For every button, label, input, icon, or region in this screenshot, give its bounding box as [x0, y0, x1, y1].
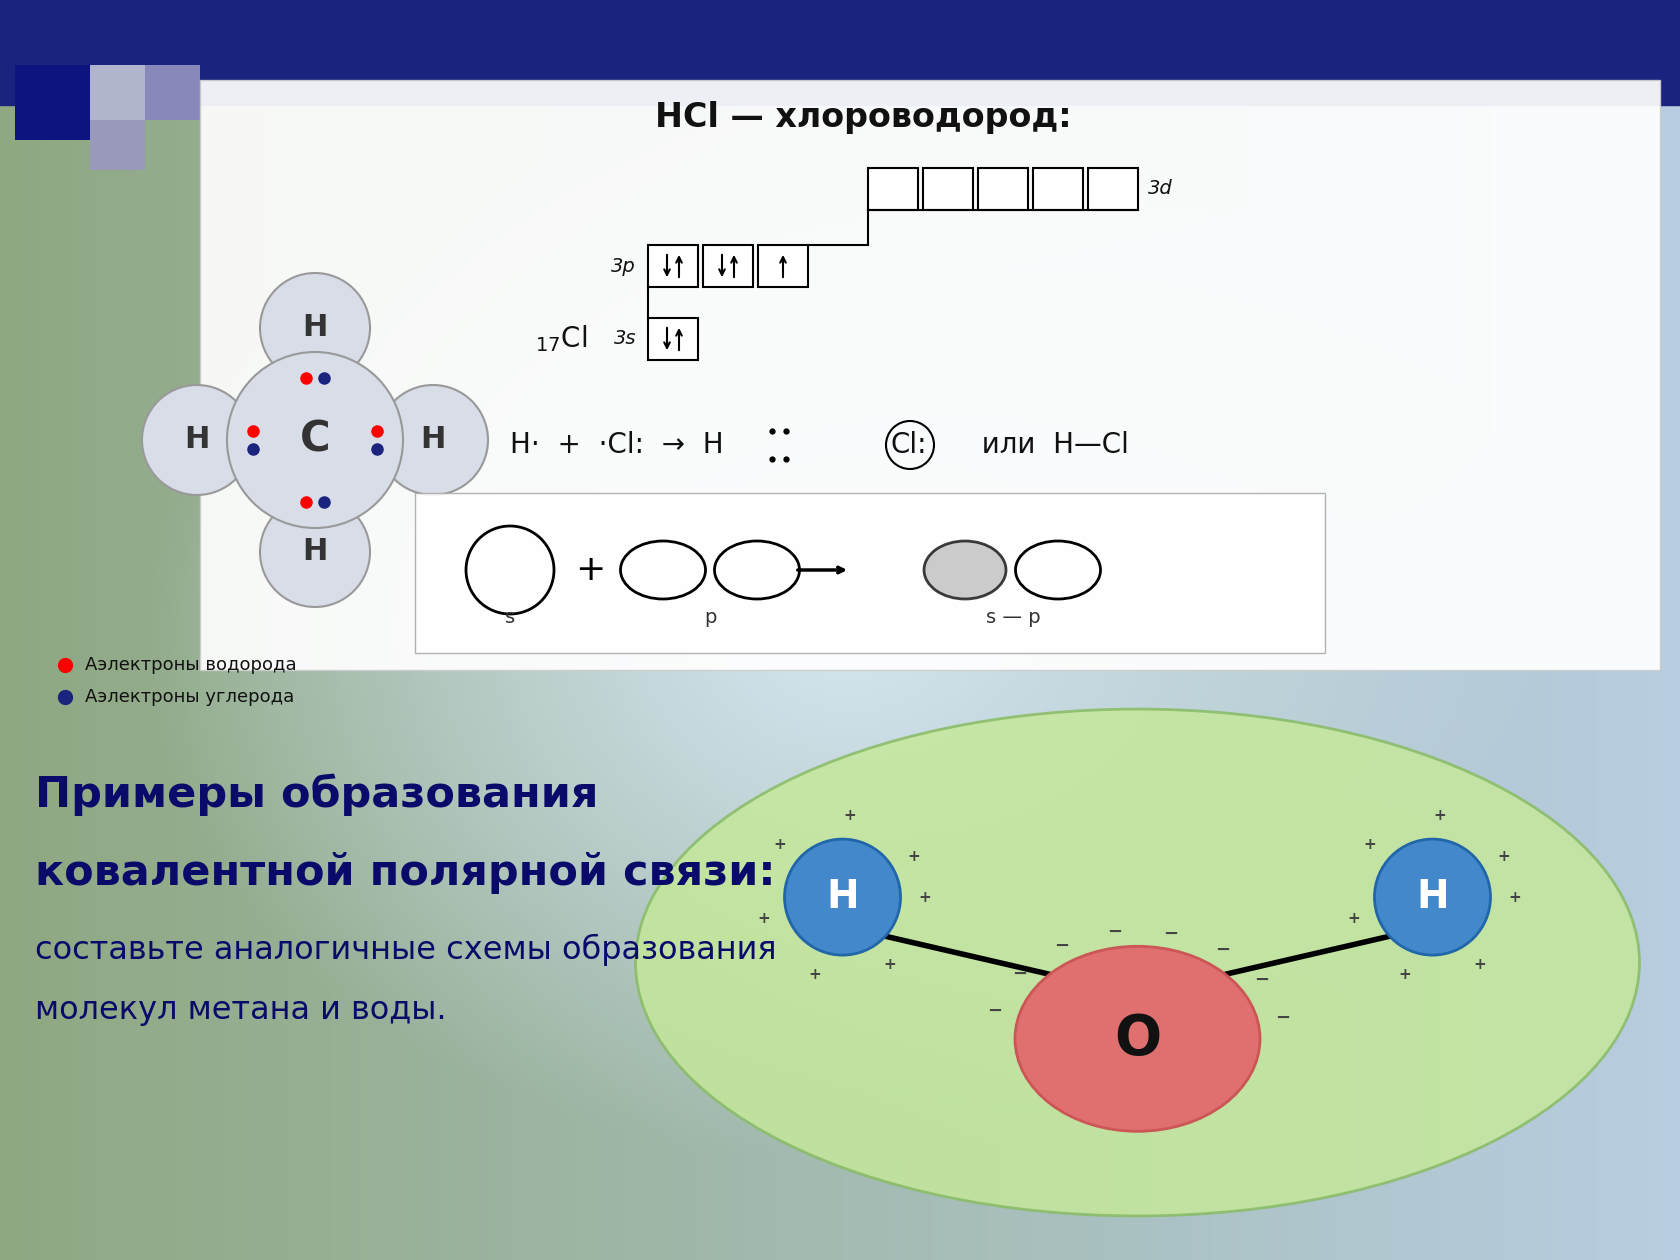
Bar — [648, 244, 697, 287]
Bar — [758, 244, 808, 287]
Bar — [144, 66, 200, 120]
Circle shape — [378, 386, 487, 495]
Bar — [702, 244, 753, 287]
Text: HCl — хлороводород:: HCl — хлороводород: — [655, 102, 1072, 135]
Text: 3d: 3d — [1147, 179, 1173, 199]
Text: +: + — [843, 808, 857, 823]
Text: H: H — [1416, 878, 1448, 916]
Text: −: − — [1215, 941, 1230, 959]
Text: −: − — [986, 1002, 1001, 1019]
Bar — [922, 168, 973, 210]
Text: −: − — [1053, 937, 1068, 955]
Text: Аэлектроны углерода: Аэлектроны углерода — [86, 688, 294, 706]
Text: +: + — [575, 553, 605, 587]
Bar — [415, 493, 1326, 653]
Text: +: + — [1347, 911, 1359, 926]
Text: H: H — [420, 426, 445, 455]
Text: +: + — [1509, 890, 1520, 905]
Text: +: + — [1497, 848, 1510, 863]
Text: O: O — [1114, 1012, 1161, 1066]
Text: +: + — [884, 956, 895, 971]
Bar — [91, 66, 144, 120]
Text: составьте аналогичные схемы образования: составьте аналогичные схемы образования — [35, 934, 776, 966]
Text: H: H — [185, 426, 210, 455]
Ellipse shape — [924, 541, 1006, 598]
Text: +: + — [773, 837, 786, 852]
Text: −: − — [1275, 1009, 1290, 1027]
Text: s — p: s — p — [986, 609, 1040, 627]
Text: −: − — [1011, 965, 1026, 983]
Text: Примеры образования: Примеры образования — [35, 774, 598, 816]
Text: H: H — [827, 878, 858, 916]
Text: +: + — [808, 966, 822, 982]
Text: 3p: 3p — [612, 257, 637, 276]
Bar — [1033, 168, 1084, 210]
Text: +: + — [1473, 956, 1485, 971]
Bar — [1089, 168, 1137, 210]
Circle shape — [785, 839, 900, 955]
Bar — [978, 168, 1028, 210]
Circle shape — [1374, 839, 1490, 955]
Circle shape — [260, 273, 370, 383]
Text: +: + — [919, 890, 931, 905]
Text: +: + — [1433, 808, 1446, 823]
Text: молекул метана и воды.: молекул метана и воды. — [35, 994, 447, 1026]
Text: +: + — [1362, 837, 1376, 852]
Text: H: H — [302, 538, 328, 567]
Text: H: H — [302, 314, 328, 343]
Circle shape — [143, 386, 252, 495]
Text: Cl:: Cl: — [890, 431, 926, 459]
Bar — [91, 120, 144, 170]
Bar — [200, 79, 1660, 670]
Circle shape — [260, 496, 370, 607]
Circle shape — [227, 352, 403, 528]
Bar — [15, 66, 91, 140]
Text: −: − — [1163, 925, 1178, 942]
Text: −: − — [1107, 924, 1122, 941]
Text: $_{17}$Cl: $_{17}$Cl — [534, 324, 588, 354]
Text: p: p — [704, 609, 716, 627]
Text: или  H—Cl: или H—Cl — [964, 431, 1129, 459]
Text: s: s — [506, 609, 516, 627]
Ellipse shape — [1015, 946, 1260, 1131]
Bar — [869, 168, 917, 210]
Ellipse shape — [635, 709, 1640, 1216]
Text: +: + — [907, 848, 921, 863]
Text: 3s: 3s — [613, 330, 637, 349]
Text: +: + — [1398, 966, 1411, 982]
Text: Аэлектроны водорода: Аэлектроны водорода — [86, 656, 297, 674]
Text: H·  +  ·Cl:  →  H: H· + ·Cl: → H — [511, 431, 724, 459]
Text: −: − — [1253, 971, 1268, 989]
Bar — [648, 318, 697, 360]
Text: +: + — [758, 911, 769, 926]
Text: C: C — [299, 420, 331, 461]
Text: ковалентной полярной связи:: ковалентной полярной связи: — [35, 852, 776, 895]
